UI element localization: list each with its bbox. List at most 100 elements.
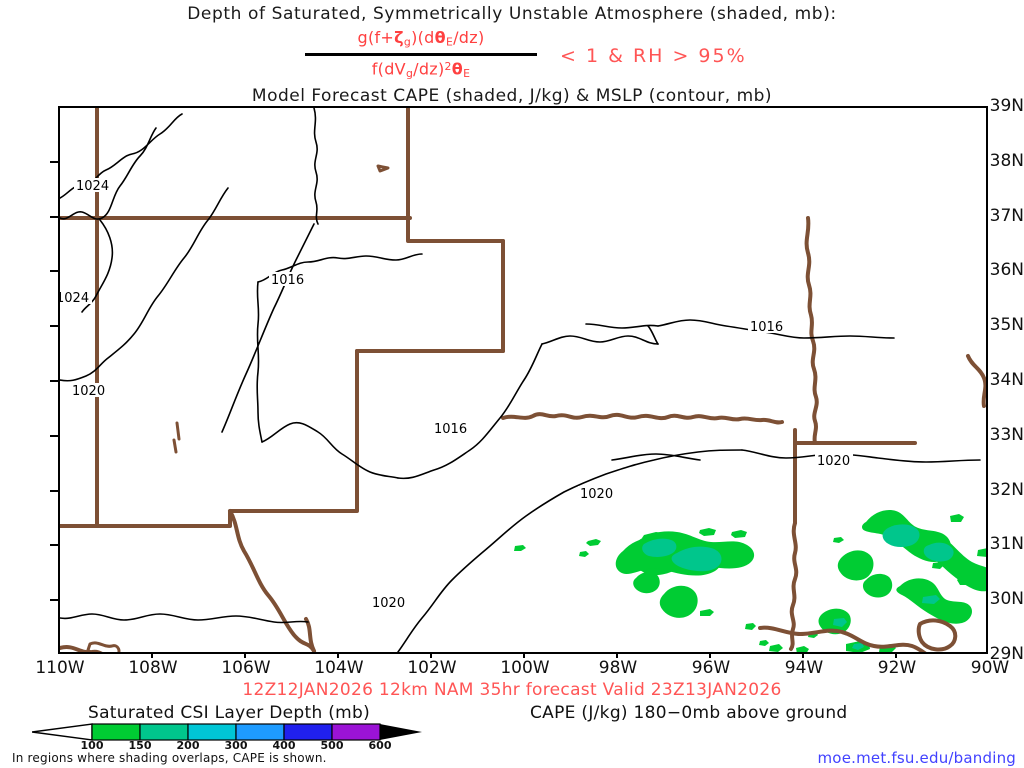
formula-numerator: g(f+ζg)(dθE/dz) xyxy=(357,28,485,49)
mslp-contour-1024b xyxy=(60,127,157,220)
contour-label: 1020 xyxy=(817,454,850,469)
x-tick-label: 104W xyxy=(314,658,364,678)
colorbar-swatch xyxy=(331,723,381,741)
cape-blob xyxy=(745,623,756,630)
mslp-contour-1016-east xyxy=(541,335,659,345)
coastline-east xyxy=(966,354,986,408)
contour-label: 1016 xyxy=(750,320,783,335)
border-la-tx-river xyxy=(789,521,799,651)
contour-label: 1016 xyxy=(271,273,304,288)
x-tick-mark xyxy=(244,650,246,658)
cape-blob xyxy=(514,545,526,551)
x-tick-mark xyxy=(151,650,153,658)
mslp-contour-1016-panhandle xyxy=(221,223,315,433)
colorbar-high-arrow xyxy=(380,724,422,740)
y-tick-label: 37N xyxy=(989,205,1024,226)
mslp-contour-1016-ok xyxy=(257,253,423,283)
y-tick-label: 31N xyxy=(989,534,1024,555)
x-tick-label: 94W xyxy=(784,658,824,678)
y-tick-label: 34N xyxy=(989,370,1024,390)
x-tick-label: 108W xyxy=(128,658,178,678)
cape-blob xyxy=(769,644,783,652)
csi-formula: g(f+ζg)(dθE/dz) f(dVg/dz)2θE xyxy=(296,28,546,84)
colorbar-tick-label: 150 xyxy=(128,739,152,752)
cape-blob xyxy=(633,571,660,594)
formula-condition: < 1 & RH > 95% xyxy=(560,45,747,67)
colorbar-swatch xyxy=(139,723,189,741)
source-url-link[interactable]: moe.met.fsu.edu/banding xyxy=(817,749,1016,767)
coastline-la xyxy=(758,625,927,652)
contour-labels: 1024 1024 1020 1016 1016 1016 1020 1020 … xyxy=(60,178,853,611)
y-tick-label: 39N xyxy=(989,96,1024,116)
contour-label: 1020 xyxy=(72,384,105,399)
mslp-contour-1020 xyxy=(60,187,229,382)
contour-label: 1020 xyxy=(372,596,405,611)
forecast-caption: 12Z12JAN2026 12km NAM 35hr forecast Vali… xyxy=(242,680,782,700)
map-feature-small xyxy=(376,164,390,173)
cape-blob xyxy=(700,609,714,616)
cape-blob-core xyxy=(852,643,864,650)
y-tick-label: 29N xyxy=(989,644,1024,664)
cape-blob xyxy=(586,539,601,546)
map-feature-small xyxy=(86,641,121,652)
y-tick-mark xyxy=(50,544,58,547)
x-tick-mark xyxy=(430,650,432,658)
y-tick-label: 38N xyxy=(989,150,1024,171)
map-feature-small xyxy=(175,421,181,441)
y-tick-mark xyxy=(50,599,58,602)
x-tick-label: 96W xyxy=(691,658,731,678)
mslp-contour-1016-ok2 xyxy=(256,281,263,443)
mslp-contour-1016-35n-left xyxy=(585,323,659,329)
cape-blob xyxy=(837,550,874,581)
x-tick-label: 90W xyxy=(970,658,1010,678)
mslp-contour-1016-e2 xyxy=(647,325,659,345)
coastline-ms-al xyxy=(916,618,958,652)
mslp-contour-1020-south xyxy=(60,613,309,624)
colorbar-tick-label: 500 xyxy=(320,739,344,752)
cape-blob xyxy=(759,640,769,646)
mslp-contour-1016-tx xyxy=(397,343,543,480)
colorbar-title-cape: CAPE (J/kg) 180−0mb above ground xyxy=(530,703,848,723)
cape-blob-core xyxy=(833,618,847,627)
y-tick-mark xyxy=(50,325,58,328)
cape-blob-core xyxy=(922,595,940,604)
mslp-contour-1016-nm xyxy=(313,108,319,225)
colorbar-tick-label: 200 xyxy=(176,739,200,752)
colorbar-tick-label: 600 xyxy=(368,739,392,752)
overlap-footnote: In regions where shading overlaps, CAPE … xyxy=(12,751,327,765)
cape-blob xyxy=(950,514,964,522)
cape-blob-core xyxy=(882,524,920,548)
colorbar-tick-label: 100 xyxy=(80,739,104,752)
colorbar-swatch xyxy=(91,723,141,741)
cape-blob-core xyxy=(642,538,677,557)
colorbar[interactable] xyxy=(31,722,422,742)
mslp-contour-1020-east xyxy=(741,449,981,463)
y-tick-label: 36N xyxy=(989,260,1024,281)
cape-shaded-regions xyxy=(514,510,986,652)
x-tick-label: 100W xyxy=(500,658,550,678)
map-canvas: 1024 1024 1020 1016 1016 1016 1020 1020 … xyxy=(60,108,986,652)
cape-blob-core xyxy=(923,542,954,562)
y-tick-label: 32N xyxy=(989,479,1024,500)
formula-denominator: f(dVg/dz)2θE xyxy=(371,59,471,81)
map-plot-area[interactable]: 1024 1024 1020 1016 1016 1016 1020 1020 … xyxy=(58,106,988,654)
y-tick-label: 30N xyxy=(989,589,1024,610)
cape-blob xyxy=(731,530,747,538)
contour-label: 1020 xyxy=(580,487,613,502)
contour-label: 1024 xyxy=(60,291,89,306)
y-tick-mark xyxy=(50,160,58,163)
mslp-contour-1020-east2 xyxy=(611,453,701,461)
x-tick-mark xyxy=(709,650,711,658)
cape-blob xyxy=(977,548,986,557)
border-red-river xyxy=(501,412,784,425)
x-tick-mark xyxy=(523,650,525,658)
contour-label: 1024 xyxy=(76,179,109,194)
y-tick-mark xyxy=(50,380,58,382)
mslp-contour-1016-ok3 xyxy=(261,421,399,479)
cape-blob xyxy=(862,573,893,598)
colorbar-swatch xyxy=(187,723,237,741)
cape-blob xyxy=(579,551,589,557)
x-tick-mark xyxy=(802,650,804,658)
colorbar-swatch xyxy=(235,723,285,741)
